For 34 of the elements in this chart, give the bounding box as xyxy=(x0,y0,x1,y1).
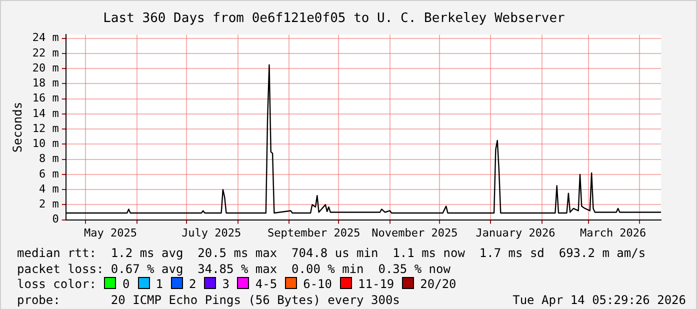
y-tick-label: 14 m xyxy=(32,106,60,120)
x-tick-label: November 2025 xyxy=(372,226,458,240)
legend-label: 6-10 xyxy=(303,277,332,291)
x-tick-label: July 2025 xyxy=(182,226,242,240)
legend-label: 4-5 xyxy=(255,277,278,291)
legend-label: 1 xyxy=(156,277,163,291)
y-tick-label: 22 m xyxy=(32,46,60,60)
y-tick-label: 18 m xyxy=(32,76,60,90)
y-tick-label: 24 m xyxy=(32,31,60,44)
y-tick-label: 20 m xyxy=(32,61,60,74)
x-tick-label: May 2025 xyxy=(84,226,138,240)
legend-title: loss color: xyxy=(17,277,96,291)
y-axis-title: Seconds xyxy=(10,102,24,152)
chart-title: Last 360 Days from 0e6f121e0f05 to U. C. Berkeley Webserver xyxy=(103,11,566,26)
y-tick-label: 4 m xyxy=(39,182,60,196)
y-tick-label: 16 m xyxy=(32,92,60,105)
legend-label: 20/20 xyxy=(420,277,456,291)
x-tick-label: January 2026 xyxy=(476,226,556,240)
text: Tue Apr 14 05:29:26 2026 xyxy=(512,292,686,308)
text: packet loss: 0.67 % avg 34.85 % max 0.00 % min 0.35 % now xyxy=(17,262,452,277)
y-tick-label: 8 m xyxy=(39,152,60,166)
x-tick-label: September 2025 xyxy=(267,226,360,240)
y-tick-label: 0 xyxy=(52,212,59,226)
text: median rtt: 1.2 ms avg 20.5 ms max 704.8 us min 1.1 ms now 1.7 ms sd 693.2 m am/s xyxy=(17,246,647,262)
text: probe: 20 ICMP Echo Pings (56 Bytes) every 300s xyxy=(17,292,400,308)
legend-label: 2 xyxy=(188,277,196,291)
y-tick-label: 12 m xyxy=(32,122,60,135)
y-tick-label: 2 m xyxy=(39,198,60,211)
legend-label: 3 xyxy=(222,277,230,291)
legend-label: 11-19 xyxy=(358,277,394,291)
y-tick-label: 6 m xyxy=(39,167,60,180)
y-tick-label: 10 m xyxy=(32,137,60,150)
legend-label: 0 xyxy=(122,277,130,291)
x-tick-label: March 2026 xyxy=(580,226,646,240)
